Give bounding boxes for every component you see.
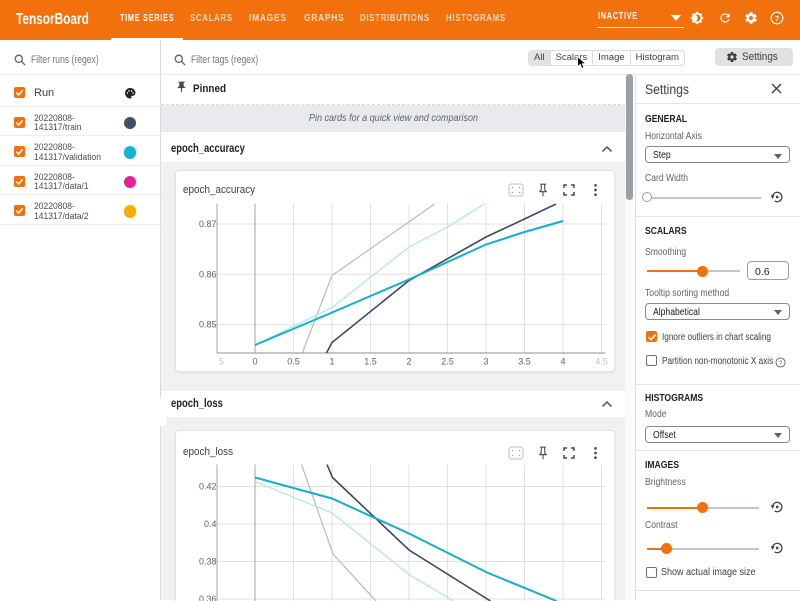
svg-text:0.36: 0.36 — [198, 594, 216, 601]
svg-text:?: ? — [775, 14, 780, 23]
svg-text:0.4: 0.4 — [203, 519, 216, 529]
svg-text:0.86: 0.86 — [198, 269, 216, 279]
svg-text:4.5: 4.5 — [595, 356, 608, 366]
svg-text:1: 1 — [329, 356, 334, 366]
svg-text:3.5: 3.5 — [518, 356, 531, 366]
svg-text:0.5: 0.5 — [287, 356, 300, 366]
svg-text:1.5: 1.5 — [364, 356, 377, 366]
svg-text:?: ? — [779, 359, 783, 366]
svg-text:3: 3 — [483, 356, 488, 366]
svg-text:2: 2 — [406, 356, 411, 366]
svg-text:0: 0 — [252, 356, 257, 366]
svg-text:5: 5 — [219, 356, 224, 366]
svg-text:2.5: 2.5 — [441, 356, 454, 366]
svg-text:0.87: 0.87 — [198, 219, 216, 229]
svg-text:0.85: 0.85 — [198, 319, 216, 329]
svg-text:0.38: 0.38 — [198, 556, 216, 566]
svg-text:0.42: 0.42 — [198, 481, 216, 491]
svg-text:4: 4 — [560, 356, 565, 366]
